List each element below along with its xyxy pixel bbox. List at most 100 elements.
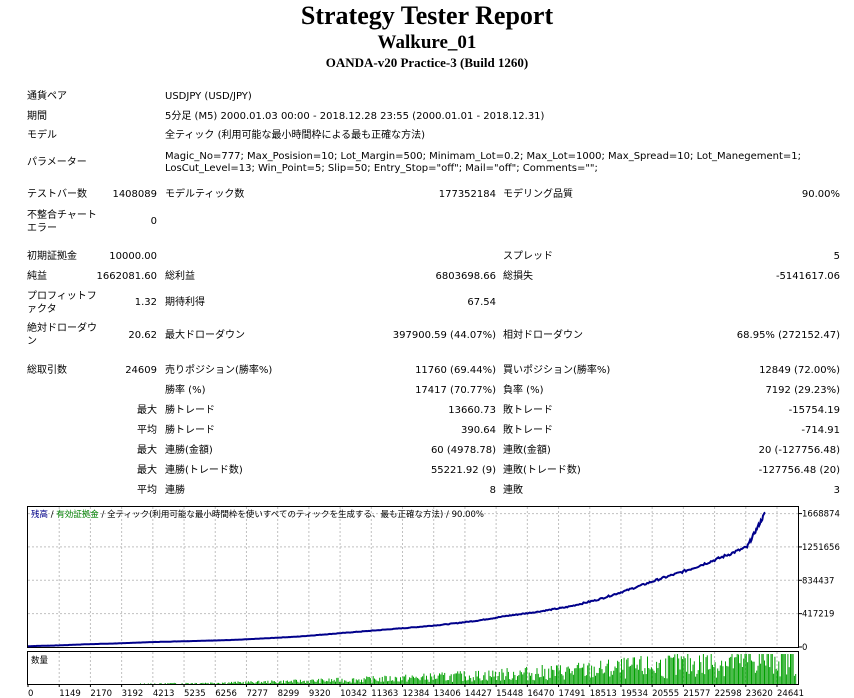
params-line-2: LosCut_Level=13; Win_Point=5; Slip=50; E… <box>165 163 598 174</box>
max-cons-profit-label: 連勝(トレード数) <box>165 465 243 476</box>
x-tick-label: 2170 <box>90 689 112 697</box>
max-consecutive-count-prefix: 最大 <box>137 465 157 476</box>
long-positions-label: 買いポジション(勝率%) <box>503 365 611 376</box>
avg-cons-losses-label: 連敗 <box>503 485 523 496</box>
legend-model: 全ティック(利用可能な最小時間枠を使いすべてのティックを生成する、最も正確な方法… <box>107 509 443 520</box>
y-tick-label: 0 <box>802 643 807 653</box>
max-cons-loss-value: -127756.48 (20) <box>758 465 840 476</box>
avg-win-value: 390.64 <box>461 425 496 436</box>
avg-win-label: 勝トレード <box>165 425 215 436</box>
x-tick-label: 21577 <box>683 689 710 697</box>
params-label: パラメーター <box>27 157 87 168</box>
avg-cons-losses-value: 3 <box>833 485 840 496</box>
x-tick-label: 24641 <box>777 689 804 697</box>
x-tick-label: 18513 <box>590 689 617 697</box>
win-rate-label: 勝率 (%) <box>165 385 206 396</box>
spread-label: スプレッド <box>503 251 553 262</box>
x-tick-label: 13406 <box>434 689 461 697</box>
x-tick-label: 3192 <box>122 689 144 697</box>
x-tick-label: 7277 <box>246 689 268 697</box>
x-tick-label: 20555 <box>652 689 679 697</box>
trades-value: 24609 <box>125 365 157 376</box>
period-label: 期間 <box>27 111 47 122</box>
largest-loss-label: 敗トレード <box>503 405 553 416</box>
largest-loss-value: -15754.19 <box>788 405 840 416</box>
params-line-1: Magic_No=777; Max_Posision=10; Lot_Margi… <box>165 151 802 162</box>
short-positions-value: 11760 (69.44%) <box>415 365 496 376</box>
short-positions-label: 売りポジション(勝率%) <box>165 365 273 376</box>
legend-equity: 有効証拠金 <box>56 509 99 520</box>
trades-label: 総取引数 <box>27 365 67 376</box>
gross-profit-value: 6803698.66 <box>435 271 496 282</box>
x-axis-ticks: 0 1149 2170 3192 4213 5235 6256 7277 8299 9320 103… <box>27 684 804 697</box>
win-rate-value: 17417 (70.77%) <box>415 385 496 396</box>
mismatch-label: 不整合チャートエラー <box>27 210 97 234</box>
largest-prefix: 最大 <box>137 405 157 416</box>
net-value: 1662081.60 <box>96 271 157 282</box>
main-plot-frame <box>27 506 799 648</box>
legend-balance: 残高 <box>31 509 48 520</box>
x-tick-label: 8299 <box>278 689 300 697</box>
avg-cons-wins-label: 連勝 <box>165 485 185 496</box>
x-tick-label: 17491 <box>559 689 586 697</box>
loss-rate-label: 負率 (%) <box>503 385 544 396</box>
quality-value: 90.00% <box>801 189 840 200</box>
average-prefix: 平均 <box>137 425 157 436</box>
x-tick-label: 4213 <box>153 689 175 697</box>
max-cons-profit-value: 55221.92 (9) <box>430 465 496 476</box>
ticks-label: モデルティック数 <box>165 189 245 200</box>
abs-drawdown-label: 絶対ドローダウン <box>27 323 97 347</box>
profit-factor-label: プロフィットファクタ <box>27 291 97 315</box>
max-cons-wins-value: 60 (4978.78) <box>430 445 496 456</box>
largest-win-label: 勝トレード <box>165 405 215 416</box>
average-consecutive-prefix: 平均 <box>137 485 157 496</box>
loss-rate-value: 7192 (29.23%) <box>765 385 840 396</box>
net-label: 純益 <box>27 271 47 282</box>
model-label: モデル <box>27 130 57 141</box>
max-cons-loss-label: 連敗(トレード数) <box>503 465 581 476</box>
symbol-value: USDJPY (USD/JPY) <box>165 91 252 102</box>
x-tick-label: 11363 <box>371 689 398 697</box>
x-tick-label: 1149 <box>59 689 81 697</box>
largest-win-value: 13660.73 <box>448 405 496 416</box>
max-cons-losses-label: 連敗(金額) <box>503 445 551 456</box>
gross-loss-label: 総損失 <box>503 271 533 282</box>
legend-quality: 90.00% <box>452 510 484 520</box>
long-positions-value: 12849 (72.00%) <box>759 365 840 376</box>
x-tick-label: 22598 <box>715 689 742 697</box>
max-cons-losses-value: 20 (-127756.48) <box>758 445 840 456</box>
balance-series-line <box>28 511 766 648</box>
avg-loss-value: -714.91 <box>801 425 840 436</box>
max-consecutive-prefix: 最大 <box>137 445 157 456</box>
chart-grid <box>28 507 798 684</box>
chart-canvas: 0 417219 834437 1251656 1668874 0 1149 2170 319… <box>27 506 840 697</box>
quality-label: モデリング品質 <box>503 189 573 200</box>
avg-loss-label: 敗トレード <box>503 425 553 436</box>
mismatch-value: 0 <box>150 216 157 227</box>
chart-legend: 残高 / 有効証拠金 / 全ティック(利用可能な最小時間枠を使いすべてのティック… <box>31 509 484 520</box>
max-cons-wins-label: 連勝(金額) <box>165 445 213 456</box>
bars-label: テストバー数 <box>27 189 87 200</box>
volume-label: 数量 <box>31 655 49 666</box>
abs-drawdown-value: 20.62 <box>128 330 157 341</box>
volume-bars <box>140 654 797 684</box>
gross-profit-label: 総利益 <box>165 271 195 282</box>
payoff-label: 期待利得 <box>165 297 205 308</box>
balance-chart: 0 417219 834437 1251656 1668874 0 1149 2170 319… <box>27 506 841 697</box>
max-drawdown-value: 397900.59 (44.07%) <box>392 330 496 341</box>
x-tick-label: 15448 <box>496 689 523 697</box>
x-tick-label: 12384 <box>403 689 430 697</box>
y-tick-label: 834437 <box>802 576 834 586</box>
legend-separator-2: / <box>99 510 107 520</box>
y-tick-label: 1251656 <box>802 543 840 553</box>
legend-separator-3: / <box>443 510 451 520</box>
x-tick-label: 23620 <box>746 689 773 697</box>
expert-name: Walkure_01 <box>377 32 477 53</box>
bars-value: 1408089 <box>112 189 157 200</box>
period-value: 5分足 (M5) 2000.01.03 00:00 - 2018.12.28 2… <box>165 111 545 122</box>
avg-cons-wins-value: 8 <box>489 485 496 496</box>
y-axis-ticks: 0 417219 834437 1251656 1668874 <box>798 510 840 653</box>
payoff-value: 67.54 <box>467 297 496 308</box>
rel-drawdown-label: 相対ドローダウン <box>503 330 583 341</box>
report-title: Strategy Tester Report <box>300 1 554 30</box>
